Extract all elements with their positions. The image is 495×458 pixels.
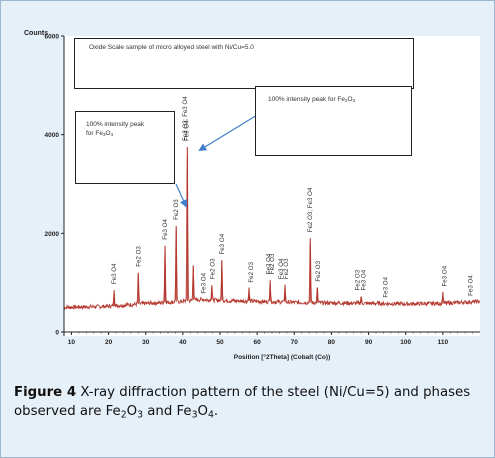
- x-tick-label: 60: [254, 339, 262, 346]
- x-tick-label: 80: [328, 339, 336, 346]
- peak-phase-label: Fe3 O4: [383, 276, 390, 297]
- peak-phase-label: Fe3 O4: [265, 253, 272, 274]
- peak-phase-label: Fe3 O4: [441, 265, 448, 286]
- peak-phase-label: Fe3 O4: [467, 275, 474, 296]
- peak-phase-label: Fe3 O4: [111, 263, 118, 284]
- fe3o4-peak-annotation-line1: 100% intensity peak: [86, 121, 145, 128]
- x-tick-label: 20: [105, 339, 113, 346]
- peak-phase-label: Fe3 O4: [278, 258, 285, 279]
- peak-phase-label: Fe3 O4: [201, 272, 208, 293]
- y-tick-label: 4000: [45, 132, 60, 139]
- fe2o3-peak-annotation-box: 100% intensity peak for Fe2O3: [255, 86, 412, 156]
- peak-phase-label: Fe3 O4: [184, 120, 191, 141]
- peak-phase-label: Fe2 O3: [210, 258, 217, 279]
- y-axis-title: Counts: [24, 30, 48, 37]
- peak-phase-label: Fe2 O3: [135, 246, 142, 267]
- x-tick-label: 50: [216, 339, 224, 346]
- caption-label: Figure 4: [14, 385, 77, 400]
- y-tick-label: 6000: [45, 34, 60, 41]
- x-axis-title: Position [°2Theta] (Cobalt (Co)): [234, 353, 330, 361]
- peak-phase-label: Fe3 O4: [360, 269, 367, 290]
- x-tick-label: 40: [179, 339, 187, 346]
- peak-phase-label: Fe2 O3: [354, 269, 361, 290]
- x-tick-label: 70: [291, 339, 299, 346]
- fe2o3-annotation-arrow: [198, 111, 263, 152]
- x-tick-label: 30: [142, 339, 150, 346]
- peak-phase-label: Fe2 O3: [283, 258, 290, 279]
- peak-phase-label: Fe3 O4: [219, 233, 226, 254]
- peak-phase-label: Fe2 O3; Fe3 O4: [182, 96, 189, 141]
- peak-phase-label: Fe2 O3: [173, 199, 180, 220]
- x-tick-label: 110: [438, 339, 449, 346]
- y-tick-label: 0: [55, 330, 59, 337]
- x-tick-label: 90: [365, 339, 373, 346]
- peak-phase-label: Fe2 O3: [315, 260, 322, 281]
- sample-description-text: Oxide Scale sample of micro alloyed stee…: [89, 44, 254, 51]
- fe3o4-peak-annotation-box: 100% intensity peak for Fe3O4: [75, 111, 175, 184]
- fe3o4-annotation-arrow: [175, 183, 188, 208]
- figure-caption: Figure 4 X-ray diffraction pattern of th…: [14, 385, 471, 421]
- peak-phase-label: Fe2 O3: [269, 253, 276, 274]
- x-tick-label: 100: [400, 339, 411, 346]
- fe3o4-peak-annotation-line2: for Fe3O4: [86, 129, 114, 137]
- peak-phase-label: Fe2 O3; Fe3 O4: [307, 187, 314, 232]
- y-tick-label: 2000: [45, 231, 60, 238]
- fe2o3-peak-annotation-text: 100% intensity peak for Fe2O3: [268, 96, 356, 104]
- sample-description-box: Oxide Scale sample of micro alloyed stee…: [74, 38, 414, 89]
- peak-phase-label: Fe2 O3: [248, 261, 255, 282]
- x-tick-label: 10: [68, 339, 76, 346]
- diffraction-pattern-line: [63, 154, 481, 311]
- peak-phase-label: Fe3 O4: [162, 219, 169, 240]
